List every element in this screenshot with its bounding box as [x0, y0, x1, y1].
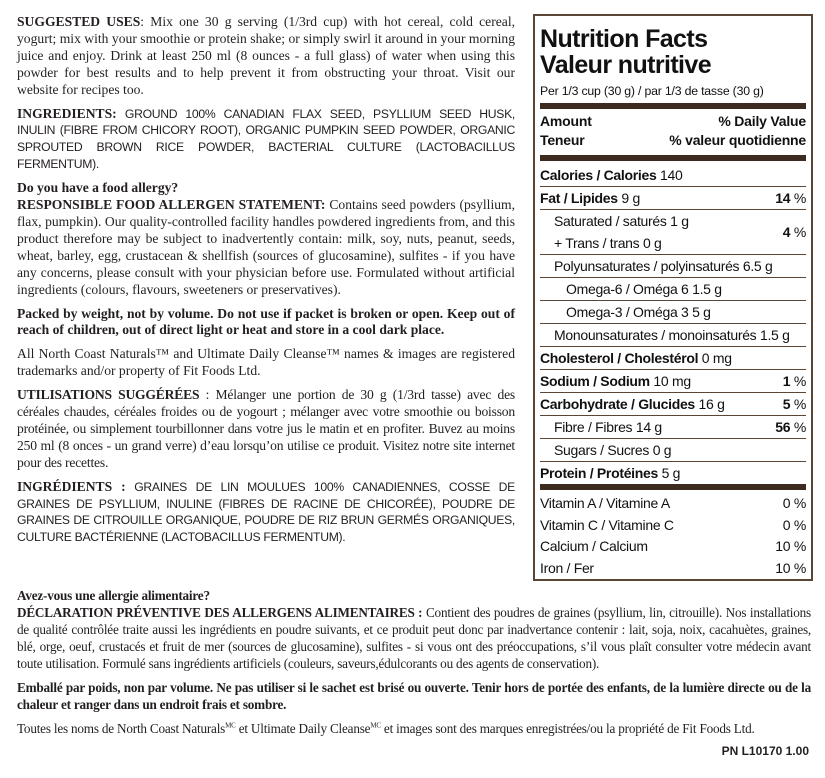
- nutrient-row: Polyunsaturates / polyinsaturés 6.5 g: [540, 254, 806, 277]
- allergen-statement-fr: Avez-vous une allergie alimentaire? DÉCLA…: [17, 588, 811, 671]
- nutrition-title-fr: Valeur nutritive: [540, 51, 712, 79]
- vitamin-percent: 0 %: [782, 516, 807, 533]
- vitamin-label: Calcium / Calcium: [540, 538, 648, 554]
- nutrient-label: Cholesterol / Cholestérol 0 mg: [540, 350, 732, 366]
- serving-size: Per 1/3 cup (30 g) / par 1/3 de tasse (3…: [540, 84, 764, 98]
- nutrient-label: Calories / Calories 140: [540, 167, 683, 183]
- storage-warning: Packed by weight, not by volume. Do not …: [17, 305, 515, 338]
- vitamin-row: Vitamin C / Vitamine C 0 %: [540, 515, 806, 537]
- nutrient-row: Cholesterol / Cholestérol 0 mg: [540, 346, 806, 369]
- amount-header: Amount% Daily Value: [540, 113, 806, 129]
- divider: [540, 484, 806, 490]
- top-section: SUGGESTED USES: Mix one 30 g serving (1/…: [17, 14, 813, 581]
- nutrient-label: Carbohydrate / Glucides 16 g: [540, 396, 725, 412]
- nutrient-label: Omega-3 / Oméga 3 5 g: [566, 304, 711, 320]
- vitamin-percent: 0 %: [782, 495, 807, 511]
- nutrient-label: Sugars / Sucres 0 g: [554, 442, 672, 458]
- nutrient-label: Polyunsaturates / polyinsaturés 6.5 g: [554, 258, 773, 274]
- nutrient-label: Protein / Protéines 5 g: [540, 465, 681, 481]
- suggested-uses: SUGGESTED USES: Mix one 30 g serving (1/…: [17, 14, 515, 97]
- vitamin-row: Calcium / Calcium 10 %: [540, 536, 806, 558]
- vitamin-row: Vitamin A / Vitamine A 0 %: [540, 493, 806, 515]
- nutrient-row: Omega-3 / Oméga 3 5 g: [540, 300, 806, 323]
- english-text-column: SUGGESTED USES: Mix one 30 g serving (1/…: [17, 14, 515, 553]
- daily-value-percent: 1 %: [782, 373, 807, 389]
- daily-value-percent: 4 %: [782, 224, 807, 240]
- trademark-notice-fr: Toutes les noms de North Coast NaturalsM…: [17, 721, 755, 736]
- nutrient-label: Fibre / Fibres 14 g: [554, 419, 662, 435]
- vitamin-row: Iron / Fer 10 %: [540, 558, 806, 580]
- nutrient-row: Calories / Calories 140: [540, 164, 806, 186]
- allergen-statement: Do you have a food allergy? RESPONSIBLE F…: [17, 180, 515, 297]
- french-text-block: Avez-vous une allergie alimentaire? DÉCLA…: [17, 587, 811, 737]
- vitamin-label: Vitamin C / Vitamine C: [540, 516, 674, 533]
- divider: [540, 155, 806, 161]
- nutrient-row: Monounsaturates / monoinsaturés 1.5 g: [540, 323, 806, 346]
- vitamin-label: Vitamin A / Vitamine A: [540, 495, 670, 511]
- vitamin-label: Iron / Fer: [540, 559, 594, 576]
- ingredients-fr: INGRÉDIENTS : GRAINES DE LIN MOULUES 100…: [17, 478, 515, 545]
- nutrient-row: Omega-6 / Oméga 6 1.5 g: [540, 277, 806, 300]
- nutrient-label: Monounsaturates / monoinsaturés 1.5 g: [554, 327, 790, 343]
- nutrient-row: Sodium / Sodium 10 mg 1 %: [540, 369, 806, 392]
- nutrient-row: Fibre / Fibres 14 g 56 %: [540, 415, 806, 438]
- teneur-header: Teneur% valeur quotidienne: [540, 132, 806, 148]
- nutrient-row: Protein / Protéines 5 g: [540, 461, 806, 484]
- suggested-uses-fr: UTILISATIONS SUGGÉRÉES : Mélanger une po…: [17, 387, 515, 470]
- ingredients: INGREDIENTS: GROUND 100% CANADIAN FLAX S…: [17, 105, 515, 172]
- nutrient-label: Sodium / Sodium 10 mg: [540, 373, 691, 389]
- nutrition-facts-panel: Nutrition Facts Valeur nutritive Per 1/3…: [533, 14, 813, 581]
- daily-value-percent: 14 %: [775, 190, 806, 206]
- nutrient-label: Fat / Lipides 9 g: [540, 190, 640, 206]
- trademark-notice: All North Coast Naturals™ and Ultimate D…: [17, 346, 515, 379]
- part-number: PN L10170 1.00: [721, 744, 809, 758]
- nutrient-label: Saturated / saturés 1 g + Trans / trans 0…: [554, 213, 689, 251]
- daily-value-percent: 5 %: [782, 396, 807, 412]
- nutrient-row: Saturated / saturés 1 g + Trans / trans 0…: [540, 209, 806, 254]
- nutrient-row: Carbohydrate / Glucides 16 g 5 %: [540, 392, 806, 415]
- nutrient-label: Omega-6 / Oméga 6 1.5 g: [566, 281, 722, 297]
- divider: [540, 103, 806, 109]
- nutrient-rows: Calories / Calories 140 Fat / Lipides 9 g…: [540, 164, 806, 484]
- nutrition-title-en: Nutrition Facts: [540, 25, 708, 53]
- nutrient-row: Sugars / Sucres 0 g: [540, 438, 806, 461]
- storage-warning-fr: Emballé par poids, non par volume. Ne pa…: [17, 680, 811, 712]
- vitamin-percent: 10 %: [775, 559, 806, 576]
- vitamin-percent: 10 %: [775, 538, 806, 554]
- nutrient-row: Fat / Lipides 9 g 14 %: [540, 186, 806, 209]
- daily-value-percent: 56 %: [775, 419, 806, 435]
